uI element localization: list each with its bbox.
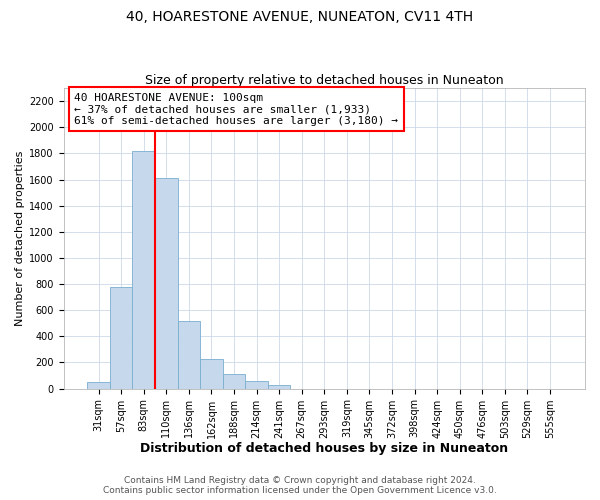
Text: Contains HM Land Registry data © Crown copyright and database right 2024.
Contai: Contains HM Land Registry data © Crown c… <box>103 476 497 495</box>
Bar <box>245 382 268 388</box>
Bar <box>88 382 110 388</box>
X-axis label: Distribution of detached houses by size in Nuneaton: Distribution of detached houses by size … <box>140 442 508 455</box>
Y-axis label: Number of detached properties: Number of detached properties <box>15 150 25 326</box>
Bar <box>268 386 290 388</box>
Bar <box>110 286 133 388</box>
Bar <box>223 374 245 388</box>
Text: 40, HOARESTONE AVENUE, NUNEATON, CV11 4TH: 40, HOARESTONE AVENUE, NUNEATON, CV11 4T… <box>127 10 473 24</box>
Bar <box>178 320 200 388</box>
Text: 40 HOARESTONE AVENUE: 100sqm
← 37% of detached houses are smaller (1,933)
61% of: 40 HOARESTONE AVENUE: 100sqm ← 37% of de… <box>74 92 398 126</box>
Bar <box>133 151 155 388</box>
Bar <box>155 178 178 388</box>
Bar <box>200 358 223 388</box>
Title: Size of property relative to detached houses in Nuneaton: Size of property relative to detached ho… <box>145 74 503 87</box>
